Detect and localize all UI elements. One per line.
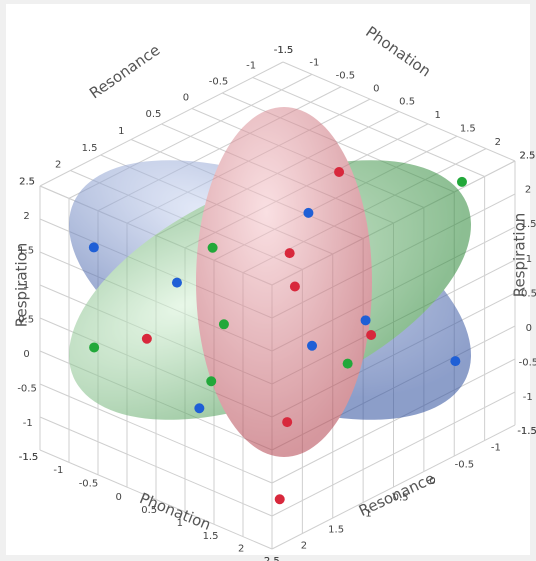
- z-tick-label: 2.5: [519, 150, 535, 161]
- z-tick-label: 2: [23, 211, 29, 222]
- points: [88, 166, 467, 505]
- point: [342, 358, 353, 369]
- y-tick-label: 0.5: [393, 492, 409, 503]
- x-tick-label: 1: [177, 518, 183, 529]
- z-tick-label: 0: [23, 349, 29, 360]
- grid-line: [271, 424, 516, 550]
- y-tick-label: -1: [246, 61, 256, 72]
- x-tick-label: 1: [434, 110, 440, 121]
- grid-line: [252, 77, 485, 177]
- z-tick-label: -0.5: [519, 358, 536, 369]
- x-tick-label: -0.5: [336, 70, 356, 81]
- point: [303, 207, 314, 218]
- z-tick-label: -1.5: [19, 452, 39, 463]
- point: [289, 281, 300, 292]
- z-tick-label: 1.5: [521, 219, 536, 230]
- point: [89, 342, 100, 353]
- x-tick-label: 2.5: [519, 150, 535, 161]
- z-tick-label: 1: [23, 280, 29, 291]
- z-tick-label: 1: [526, 254, 532, 265]
- z-tick-label: 0.5: [521, 288, 536, 299]
- y-tick-label: -0.5: [455, 459, 475, 470]
- y-tick-label: 0: [183, 93, 189, 104]
- y-tick-label: 1.5: [82, 143, 98, 154]
- y-tick-label: 1: [365, 509, 371, 520]
- z-tick-label: -1: [523, 392, 533, 403]
- point: [274, 494, 285, 505]
- point: [207, 242, 218, 253]
- x-tick-label: 0.5: [399, 97, 415, 108]
- y-tick-label: 0.5: [145, 109, 161, 120]
- y-tick-label: 1: [118, 126, 124, 137]
- grid-line: [282, 61, 516, 162]
- point: [366, 329, 377, 340]
- y-tick-label: 1.5: [328, 525, 344, 536]
- z-tick-label: 1.5: [18, 245, 34, 256]
- x-tick-label: 1.5: [460, 124, 476, 135]
- z-tick-label: 2: [525, 185, 531, 196]
- y-tick-label: -1: [491, 443, 501, 454]
- x-tick-label: -1.5: [274, 45, 294, 56]
- x-tick-label: -0.5: [79, 479, 99, 490]
- y-tick-label: 2.5: [264, 556, 280, 561]
- point: [284, 248, 295, 259]
- z-axis-title: Respiration: [13, 243, 31, 328]
- point: [360, 315, 371, 326]
- grid-line: [39, 383, 273, 484]
- point: [171, 277, 182, 288]
- point: [141, 333, 152, 344]
- y-tick-label: 0: [429, 476, 435, 487]
- x-tick-label: 2: [238, 544, 244, 555]
- z-tick-label: -1: [23, 418, 33, 429]
- y-tick-label: 2: [301, 540, 307, 551]
- y-tick-label: 2.5: [19, 176, 35, 187]
- point: [88, 242, 99, 253]
- y-tick-label: -1.5: [517, 426, 536, 437]
- z-tick-label: 2.5: [19, 176, 35, 187]
- point: [194, 403, 205, 414]
- grid-line: [39, 416, 273, 517]
- z-tick-label: -1.5: [517, 426, 536, 437]
- z-axis-title: Respiration: [511, 213, 529, 298]
- z-tick-label: -0.5: [17, 384, 37, 395]
- grid-line: [271, 358, 516, 484]
- x-tick-label: -1: [53, 465, 63, 476]
- x-tick-label: -1: [309, 58, 319, 69]
- point: [307, 340, 318, 351]
- x-tick-label: 0: [116, 492, 122, 503]
- grid-line: [39, 449, 273, 550]
- z-tick-label: 0.5: [18, 315, 34, 326]
- x-tick-label: 0: [373, 83, 379, 94]
- point: [206, 376, 217, 387]
- y-tick-label: -1.5: [274, 45, 294, 56]
- point: [334, 166, 345, 177]
- x-tick-label: -1.5: [19, 452, 39, 463]
- x-tick-label: 2.5: [264, 556, 280, 561]
- point: [282, 417, 293, 428]
- ellipsoid-red: [196, 107, 372, 457]
- point: [450, 356, 461, 367]
- x-tick-label: 1.5: [203, 531, 219, 542]
- grid-line: [271, 391, 516, 517]
- x-tick-label: 0.5: [141, 505, 157, 516]
- point: [218, 319, 229, 330]
- y-tick-label: -0.5: [209, 76, 229, 87]
- z-tick-label: 0: [526, 323, 532, 334]
- ellipsoids: [68, 107, 472, 457]
- y-tick-label: 2: [55, 160, 61, 171]
- point: [456, 176, 467, 187]
- x-tick-label: 2: [495, 137, 501, 148]
